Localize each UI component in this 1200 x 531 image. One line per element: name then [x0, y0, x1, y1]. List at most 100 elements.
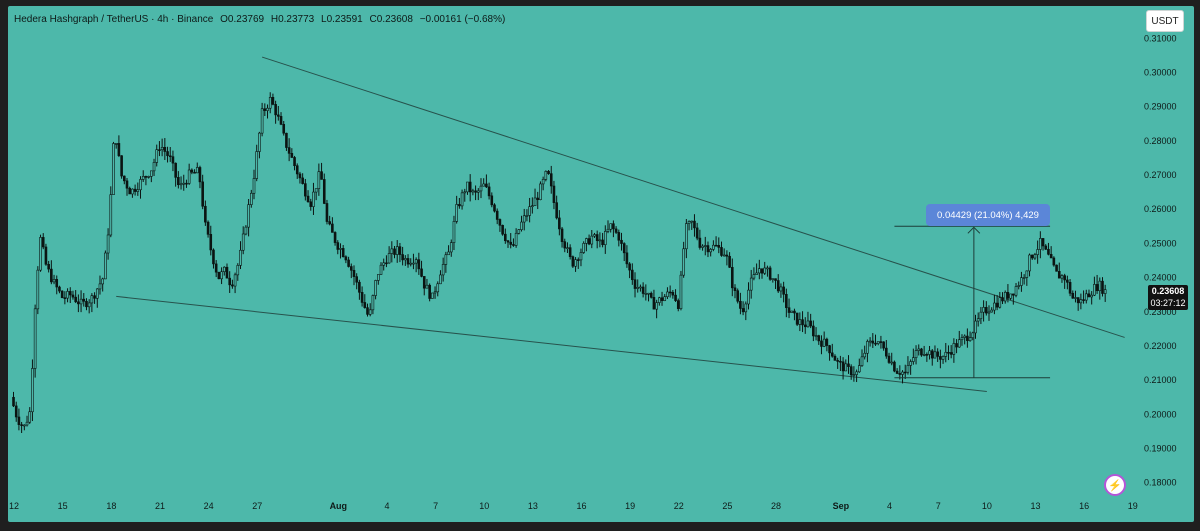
candle-body — [490, 195, 494, 206]
candle-body — [771, 278, 775, 280]
candle-body — [730, 267, 734, 289]
x-tick-label: 22 — [674, 501, 684, 511]
candle-body — [258, 132, 261, 152]
currency-unit-button[interactable]: USDT — [1146, 10, 1184, 32]
lightning-bolt-icon[interactable]: ⚡ — [1104, 474, 1126, 496]
candle-body — [603, 231, 607, 245]
candle-body — [890, 361, 894, 364]
candle-body — [930, 350, 934, 359]
price-chart[interactable]: 0.31000 0.30000 0.29000 0.28000 0.27000 0.260… — [8, 6, 1194, 522]
candle-body — [993, 302, 996, 311]
candle-body — [371, 295, 375, 311]
candle-body — [152, 162, 156, 172]
candle-body — [752, 274, 756, 279]
candle-body — [314, 188, 318, 193]
candle-body — [449, 242, 453, 253]
candle-body — [17, 416, 21, 425]
candle-body — [849, 366, 853, 376]
candle-body — [912, 357, 915, 362]
last-price-tag: 0.23608 03:27:12 — [1148, 284, 1188, 310]
candle-body — [1020, 277, 1023, 286]
candle-body — [587, 238, 591, 245]
candle-body — [812, 325, 815, 337]
candle-body — [863, 352, 867, 358]
y-tick-label: 0.29000 — [1144, 102, 1177, 112]
candle-body — [544, 170, 548, 180]
candle-body — [241, 233, 245, 251]
candle-body — [279, 116, 283, 125]
candle-body — [917, 348, 921, 351]
candle-body — [663, 296, 667, 301]
candle-body — [606, 228, 610, 232]
y-tick-label: 0.18000 — [1144, 478, 1177, 488]
candle-body — [1093, 284, 1096, 296]
candle-body — [760, 268, 764, 274]
candle-body — [274, 104, 277, 116]
candle-body — [568, 247, 572, 257]
x-tick-label: 18 — [106, 501, 116, 511]
candle-body — [174, 162, 177, 178]
candle-body — [163, 147, 167, 152]
candle-body — [333, 232, 337, 243]
candle-body — [628, 263, 631, 271]
candle-body — [574, 259, 577, 267]
candle-body — [855, 371, 858, 375]
candle-body — [195, 167, 199, 174]
candle-body — [222, 266, 226, 272]
candle-body — [393, 248, 396, 255]
chart-frame[interactable]: Hedera Hashgraph / TetherUS · 4h · Binan… — [8, 6, 1194, 522]
candle-body — [425, 284, 429, 289]
candle-body — [39, 237, 42, 271]
candle-body — [690, 220, 694, 223]
candle-body — [974, 320, 977, 334]
candle-body — [268, 97, 272, 109]
candle-body — [979, 311, 983, 320]
candle-body — [93, 295, 96, 299]
symbol-title: Hedera Hashgraph / TetherUS · 4h · Binan… — [14, 14, 214, 25]
candle-body — [755, 272, 758, 275]
candle-body — [282, 124, 286, 134]
candle-body — [936, 351, 939, 357]
trendline-upper — [261, 56, 1125, 338]
candle-body — [263, 108, 267, 111]
candle-body — [668, 291, 672, 294]
candle-body — [1030, 254, 1034, 259]
candle-body — [463, 191, 467, 194]
candle-body — [233, 274, 237, 287]
candle-body — [947, 351, 950, 354]
candle-body — [1090, 294, 1093, 298]
candle-body — [471, 190, 475, 193]
candle-body — [885, 347, 888, 357]
y-tick-label: 0.23000 — [1144, 307, 1177, 317]
candle-body — [720, 247, 723, 256]
candle-body — [95, 288, 99, 299]
candle-body — [493, 204, 496, 212]
candle-body — [920, 348, 923, 356]
candle-body — [166, 151, 169, 157]
candle-body — [887, 355, 891, 363]
candle-body — [725, 254, 729, 257]
candle-body — [795, 312, 799, 325]
candle-body — [963, 335, 966, 338]
candle-body — [50, 268, 53, 283]
candle-body — [506, 240, 510, 243]
candle-body — [839, 360, 842, 363]
candle-body — [714, 244, 718, 247]
candle-body — [709, 249, 712, 253]
candle-body — [439, 274, 442, 285]
candle-body — [201, 181, 204, 207]
candle-body — [939, 356, 942, 360]
candle-body — [301, 177, 304, 184]
candle-body — [179, 183, 183, 186]
candle-body — [990, 309, 994, 313]
candle-body — [1001, 297, 1004, 302]
candle-body — [647, 292, 650, 295]
candle-body — [728, 255, 731, 268]
candle-body — [576, 259, 580, 261]
candle-body — [447, 251, 450, 256]
candle-body — [68, 291, 72, 296]
candle-body — [155, 149, 159, 163]
x-tick-label: 10 — [479, 501, 489, 511]
candle-body — [828, 345, 831, 354]
candle-body — [541, 179, 545, 185]
